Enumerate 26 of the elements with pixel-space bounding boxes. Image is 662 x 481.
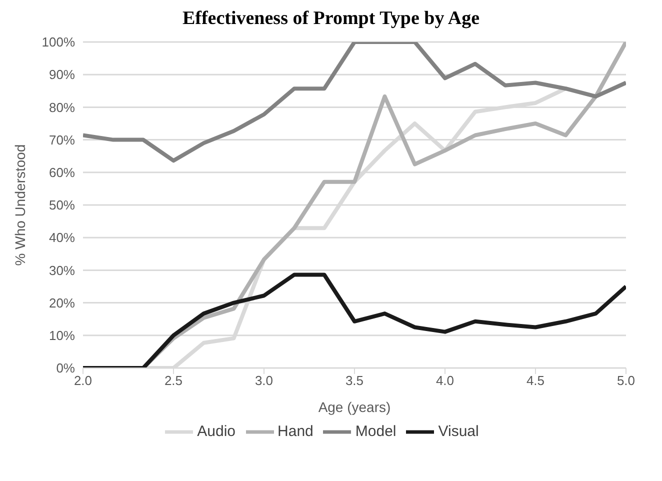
x-tick-label: 3.0: [254, 373, 274, 388]
y-tick-label: 20%: [48, 295, 76, 310]
x-tick-label: 2.0: [74, 373, 92, 388]
chart-title: Effectiveness of Prompt Type by Age: [181, 8, 481, 30]
legend-label: Hand: [278, 422, 314, 440]
legend-label: Model: [355, 422, 396, 440]
y-tick-label: 30%: [48, 262, 76, 278]
y-tick-label: 0%: [56, 360, 76, 376]
x-tick-label: 5.0: [616, 373, 636, 388]
legend-label: Visual: [438, 422, 479, 440]
y-tick-label: 100%: [42, 34, 76, 50]
line-series: [83, 42, 626, 163]
y-tick-label: 50%: [48, 198, 76, 213]
x-tick-label: 3.5: [345, 373, 364, 388]
x-tick-label: 2.5: [164, 373, 183, 388]
y-tick-label: 10%: [48, 328, 76, 344]
y-axis-title: % Who Understood: [12, 144, 28, 266]
y-tick-label: 60%: [48, 165, 76, 180]
legend-label: Audio: [197, 422, 236, 440]
x-tick-label: 4.0: [436, 373, 454, 388]
x-axis-title: Age (years): [318, 399, 391, 415]
y-tick-label: 80%: [48, 100, 76, 115]
x-tick-label: 4.5: [526, 373, 545, 388]
y-tick-label: 90%: [48, 67, 76, 82]
y-tick-label: 40%: [48, 230, 76, 246]
y-tick-label: 70%: [48, 132, 76, 148]
